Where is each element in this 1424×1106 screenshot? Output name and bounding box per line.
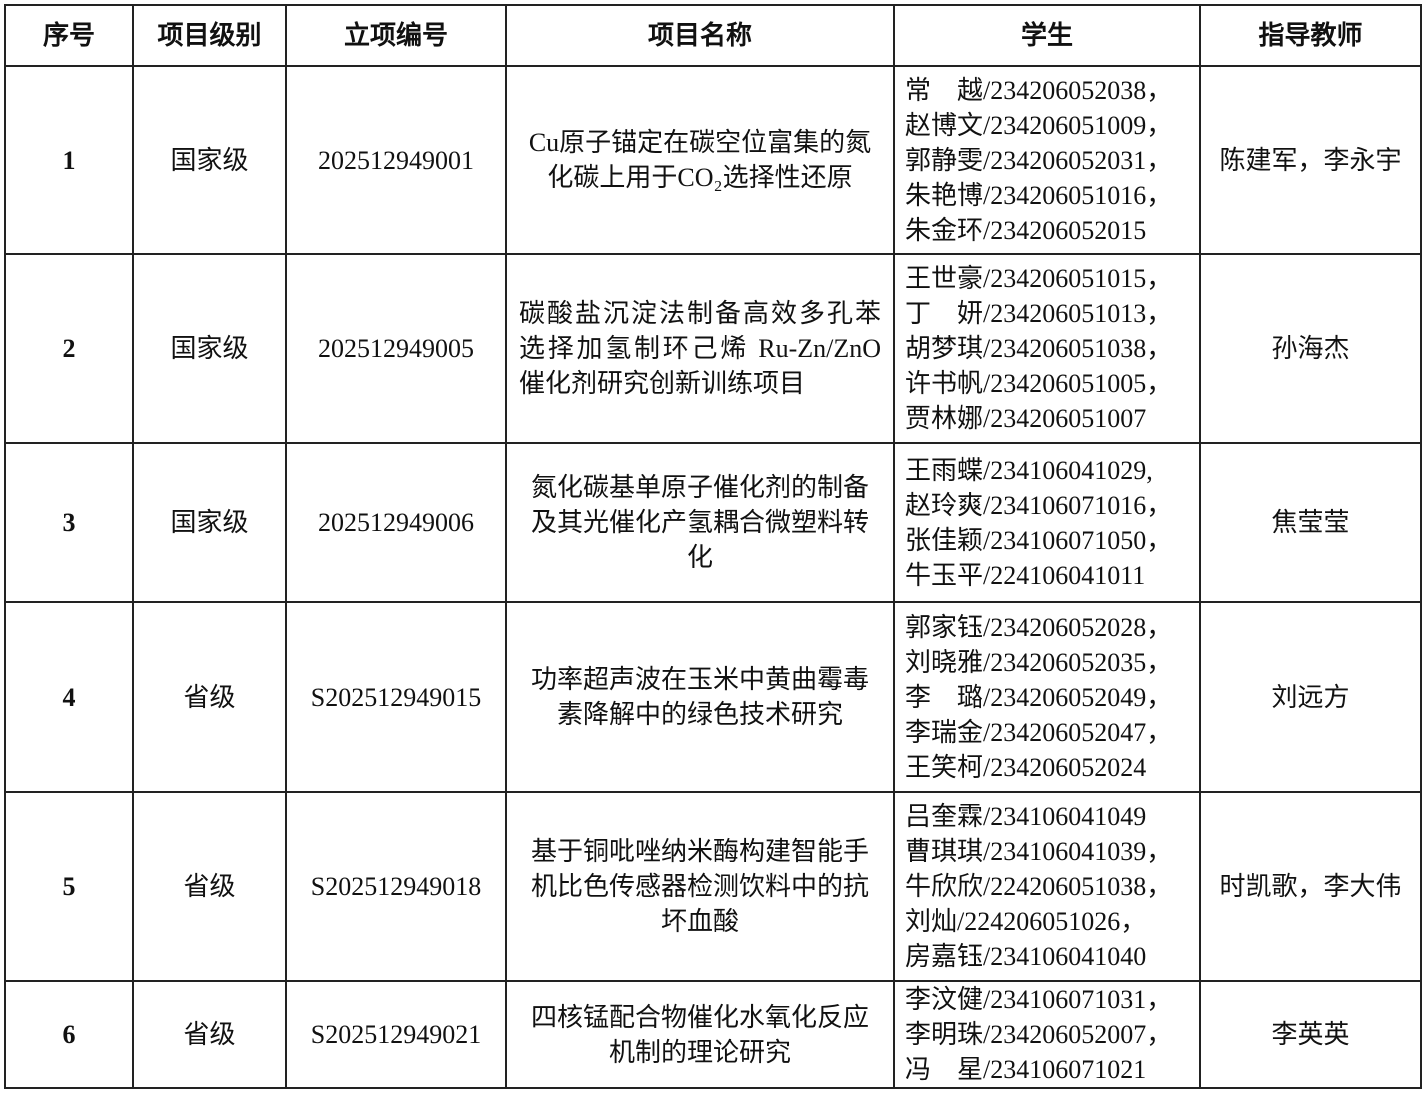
row-number: 4 — [4, 601, 134, 793]
student-entry: 牛玉平/224106041011 — [905, 560, 1146, 590]
student-entry: 张佳颖/234106071050， — [905, 525, 1173, 555]
students-cell: 吕奎霖/234106041049 曹琪琪/234106041039， 牛欣欣/224… — [893, 791, 1201, 982]
students-cell: 郭家钰/234206052028， 刘晓雅/234206052035， 李 璐/23… — [893, 601, 1201, 793]
table-row: 5 省级 S202512949018 基于铜吡唑纳米酶构建智能手机比色传感器检测饮料中… — [4, 791, 1422, 982]
student-entry: 赵玲爽/234106071016， — [905, 490, 1173, 520]
student-entry: 王笑柯/234206052024 — [905, 752, 1147, 782]
advisor: 焦莹莹 — [1199, 442, 1422, 603]
project-level: 省级 — [132, 601, 287, 793]
students-cell: 王雨蝶/234106041029, 赵玲爽/234106071016， 张佳颖/23… — [893, 442, 1201, 603]
project-id: S202512949021 — [285, 980, 507, 1089]
header-no: 序号 — [4, 4, 134, 67]
student-entry: 王世豪/234206051015， — [905, 264, 1173, 293]
student-entry: 郭静雯/234206052031， — [905, 145, 1173, 175]
project-name: 四核锰配合物催化水氧化反应机制的理论研究 — [505, 980, 895, 1089]
table-row: 4 省级 S202512949015 功率超声波在玉米中黄曲霉毒素降解中的绿色技术研究… — [4, 601, 1422, 793]
student-entry: 刘晓雅/234206052035， — [905, 647, 1173, 677]
project-table: 序号 项目级别 立项编号 项目名称 学生 指导教师 1 国家级 2025129490… — [4, 4, 1422, 1089]
project-name: 功率超声波在玉米中黄曲霉毒素降解中的绿色技术研究 — [505, 601, 895, 793]
row-number: 2 — [4, 253, 134, 444]
students-cell: 李汶健/234106071031， 李明珠/234206052007， 冯 星/23… — [893, 980, 1201, 1089]
student-entry: 王雨蝶/234106041029, — [905, 455, 1153, 485]
student-entry: 胡梦琪/234206051038， — [905, 334, 1173, 363]
project-name: 基于铜吡唑纳米酶构建智能手机比色传感器检测饮料中的抗坏血酸 — [505, 791, 895, 982]
student-entry: 贾林娜/234206051007 — [905, 404, 1147, 433]
table-row: 6 省级 S202512949021 四核锰配合物催化水氧化反应机制的理论研究 李汶健/… — [4, 980, 1422, 1089]
row-number: 3 — [4, 442, 134, 603]
table-row: 1 国家级 202512949001 Cu原子锚定在碳空位富集的氮化碳上用于CO₂选择… — [4, 65, 1422, 255]
table-row: 2 国家级 202512949005 碳酸盐沉淀法制备高效多孔苯选择加氢制环己烯 Ru… — [4, 253, 1422, 444]
project-level: 省级 — [132, 980, 287, 1089]
student-entry: 冯 星/234106071021 — [905, 1055, 1147, 1084]
student-entry: 刘灿/224206051026， — [905, 907, 1147, 936]
student-entry: 牛欣欣/224206051038， — [905, 872, 1173, 901]
student-entry: 许书帆/234206051005， — [905, 369, 1173, 398]
student-entry: 曹琪琪/234106041039， — [905, 837, 1173, 866]
project-level: 省级 — [132, 791, 287, 982]
row-number: 6 — [4, 980, 134, 1089]
project-id: 202512949006 — [285, 442, 507, 603]
advisor: 陈建军，李永宇 — [1199, 65, 1422, 255]
project-level: 国家级 — [132, 65, 287, 255]
project-id: S202512949015 — [285, 601, 507, 793]
header-name: 项目名称 — [505, 4, 895, 67]
student-entry: 吕奎霖/234106041049 — [905, 802, 1147, 831]
student-entry: 李瑞金/234206052047， — [905, 717, 1173, 747]
advisor: 刘远方 — [1199, 601, 1422, 793]
header-id: 立项编号 — [285, 4, 507, 67]
advisor: 时凯歌，李大伟 — [1199, 791, 1422, 982]
student-entry: 赵博文/234206051009， — [905, 110, 1173, 140]
project-name: Cu原子锚定在碳空位富集的氮化碳上用于CO₂选择性还原 — [505, 65, 895, 255]
students-cell: 王世豪/234206051015， 丁 妍/234206051013， 胡梦琪/23… — [893, 253, 1201, 444]
student-entry: 常 越/234206052038， — [905, 75, 1173, 105]
project-level: 国家级 — [132, 253, 287, 444]
student-entry: 李明珠/234206052007， — [905, 1020, 1173, 1049]
student-entry: 朱艳博/234206051016， — [905, 180, 1173, 210]
header-level: 项目级别 — [132, 4, 287, 67]
student-entry: 李 璐/234206052049， — [905, 682, 1173, 712]
table-row: 3 国家级 202512949006 氮化碳基单原子催化剂的制备及其光催化产氢耦合微塑… — [4, 442, 1422, 603]
student-entry: 郭家钰/234206052028， — [905, 612, 1173, 642]
student-entry: 丁 妍/234206051013， — [905, 299, 1173, 328]
student-entry: 房嘉钰/234106041040 — [905, 942, 1147, 971]
row-number: 1 — [4, 65, 134, 255]
student-entry: 李汶健/234106071031， — [905, 985, 1173, 1014]
project-id: 202512949005 — [285, 253, 507, 444]
header-students: 学生 — [893, 4, 1201, 67]
project-level: 国家级 — [132, 442, 287, 603]
header-advisor: 指导教师 — [1199, 4, 1422, 67]
row-number: 5 — [4, 791, 134, 982]
project-name: 氮化碳基单原子催化剂的制备及其光催化产氢耦合微塑料转化 — [505, 442, 895, 603]
header-row: 序号 项目级别 立项编号 项目名称 学生 指导教师 — [4, 4, 1422, 67]
project-id: S202512949018 — [285, 791, 507, 982]
advisor: 李英英 — [1199, 980, 1422, 1089]
students-cell: 常 越/234206052038， 赵博文/234206051009， 郭静雯/23… — [893, 65, 1201, 255]
student-entry: 朱金环/234206052015 — [905, 215, 1147, 245]
advisor: 孙海杰 — [1199, 253, 1422, 444]
project-id: 202512949001 — [285, 65, 507, 255]
project-name: 碳酸盐沉淀法制备高效多孔苯选择加氢制环己烯 Ru-Zn/ZnO 催化剂研究创新训… — [505, 253, 895, 444]
